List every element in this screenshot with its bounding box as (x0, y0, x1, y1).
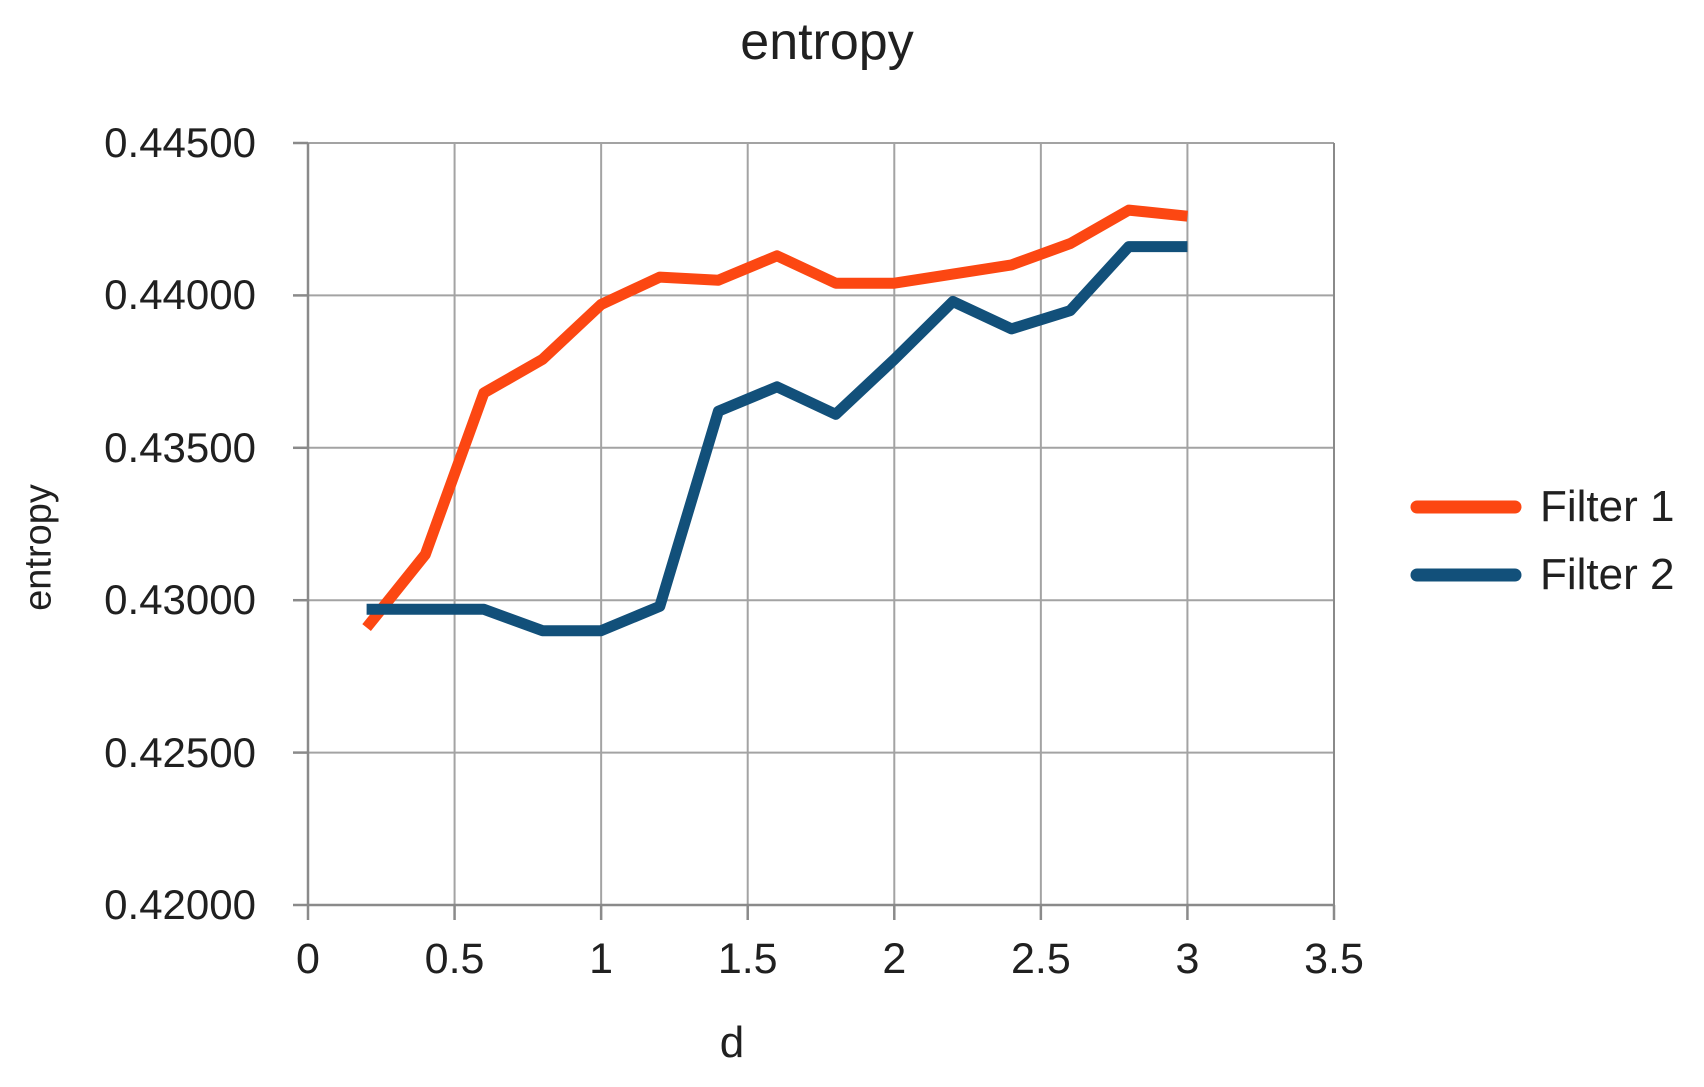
x-tick-label: 1 (589, 935, 614, 983)
x-tick-label: 3 (1175, 935, 1200, 983)
legend-label: Filter 1 (1540, 482, 1675, 531)
x-tick-label: 1.5 (717, 935, 778, 983)
legend-swatch-filter-1 (1410, 500, 1522, 514)
x-tick-label: 0.5 (424, 935, 485, 983)
legend-item: Filter 2 (1410, 549, 1674, 601)
series-line-filter-2 (366, 241, 1188, 637)
x-tick-label: 2 (882, 935, 907, 983)
legend-label: Filter 2 (1540, 550, 1675, 599)
series-line-filter-1 (362, 204, 1188, 632)
x-tick-label: 2.5 (1010, 935, 1071, 983)
y-tick-label: 0.43500 (104, 423, 256, 471)
y-tick-label: 0.43000 (104, 576, 256, 624)
legend: Filter 1 Filter 2 (1410, 481, 1674, 601)
y-tick-label: 0.42000 (104, 881, 256, 928)
y-tick-label: 0.44500 (104, 119, 256, 166)
legend-swatch-filter-2 (1410, 568, 1522, 582)
x-tick-label: 0 (296, 935, 320, 983)
x-tick-label: 3.5 (1304, 935, 1364, 983)
legend-item: Filter 1 (1410, 481, 1674, 533)
x-axis-title: d (719, 1018, 745, 1067)
y-tick-label: 0.44000 (104, 271, 256, 319)
y-tick-label: 0.42500 (104, 728, 256, 776)
chart-title: entropy (740, 13, 914, 71)
